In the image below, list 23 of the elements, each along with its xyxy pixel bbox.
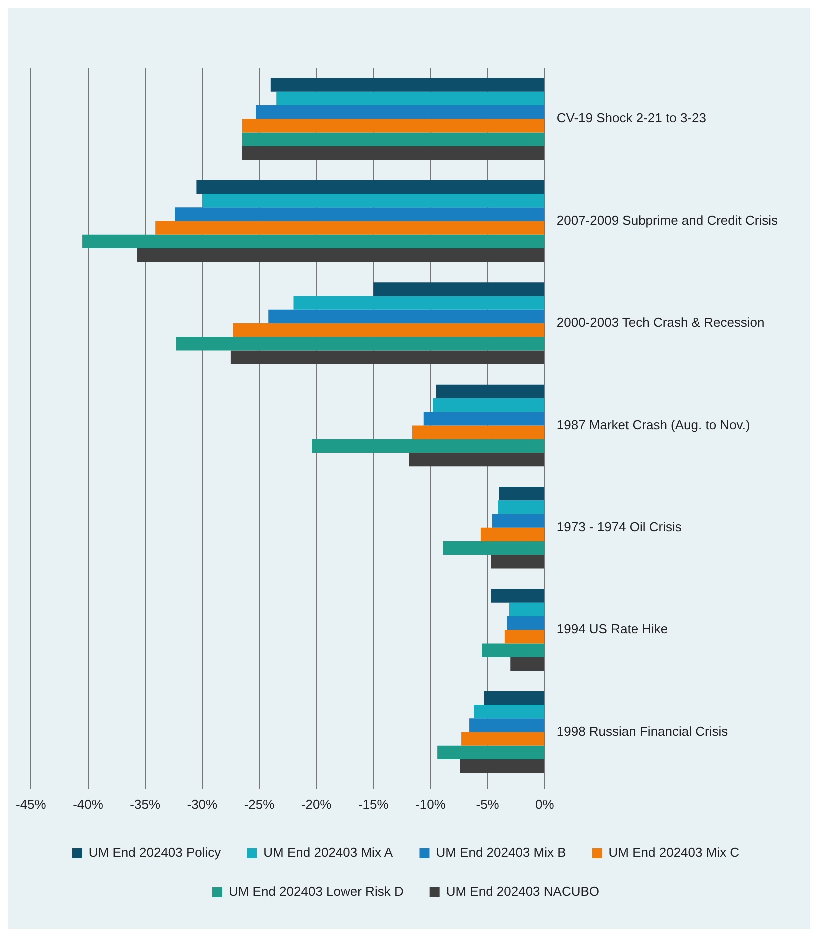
x-tick-label: 0% (535, 796, 555, 812)
y-tick-label: CV-19 Shock 2-21 to 3-23 (556, 110, 706, 126)
y-tick-label: 1987 Market Crash (Aug. to Nov.) (556, 417, 750, 432)
y-tick-label: 2007-2009 Subprime and Credit Crisis (556, 212, 778, 228)
x-tick-label: -20% (301, 796, 332, 812)
legend-label: UM End 202403 Mix A (264, 845, 394, 860)
y-tick-label: 2000-2003 Tech Crash & Recession (556, 315, 765, 330)
legend-label: UM End 202403 NACUBO (446, 884, 600, 900)
x-tick-label: -40% (73, 796, 104, 812)
y-tick-label: 1998 Russian Financial Crisis (556, 724, 729, 739)
legend-label: UM End 202403 Mix C (608, 845, 740, 860)
x-tick-label: -45% (16, 796, 47, 812)
x-tick-label: -5% (476, 796, 500, 812)
legend-label: UM End 202403 Policy (88, 845, 222, 860)
x-tick-label: -10% (416, 796, 446, 812)
x-tick-label: -35% (130, 796, 161, 812)
legend-label: UM End 202403 Lower Risk D (228, 884, 404, 900)
y-tick-label: 1994 US Rate Hike (556, 622, 668, 637)
x-tick-label: -30% (187, 796, 218, 812)
x-tick-label: -15% (358, 796, 390, 812)
x-tick-label: -25% (244, 796, 276, 812)
y-tick-label: 1973 - 1974 Oil Crisis (556, 519, 682, 534)
legend-label: UM End 202403 Mix B (436, 845, 566, 860)
